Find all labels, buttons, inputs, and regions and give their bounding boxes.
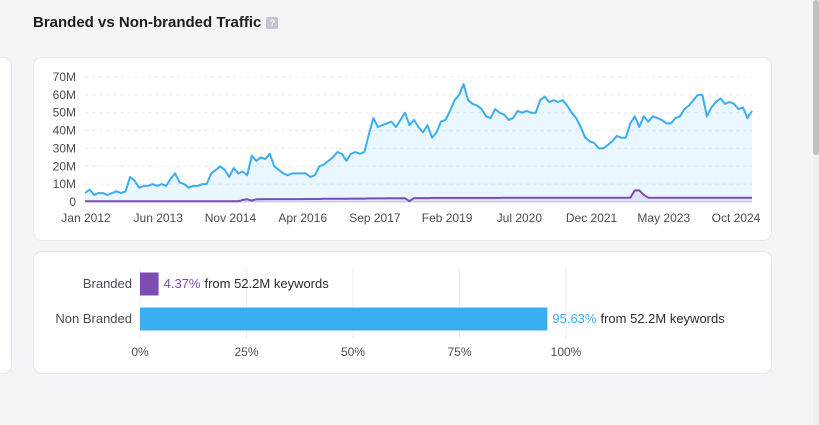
bar-suffix: from 52.2M keywords <box>600 311 725 326</box>
bar-value-label: 95.63% from 52.2M keywords <box>552 311 725 326</box>
x-tick-label: Jun 2013 <box>134 211 184 225</box>
y-tick-label: 50M <box>53 106 76 120</box>
branded-split-bar-chart-card: 0% 25% 50% 75% 100% Branded 4.37% from 52.2M ke… <box>34 252 771 373</box>
y-tick-label: 20M <box>53 159 76 173</box>
x-tick-label: Oct 2024 <box>712 211 761 225</box>
title-text: Branded vs Non-branded Traffic <box>33 14 262 31</box>
bar-value-label: 4.37% from 52.2M keywords <box>164 276 330 291</box>
left-card-edge <box>0 58 11 373</box>
non-branded-area <box>85 84 752 202</box>
x-tick-label: Nov 2014 <box>205 211 257 225</box>
bar-percent: 95.63% <box>552 311 597 326</box>
bar-suffix: from 52.2M keywords <box>204 276 329 291</box>
y-tick-label: 0 <box>69 195 76 209</box>
x-tick-label: 0% <box>131 345 149 359</box>
bar <box>140 272 159 296</box>
branded-line <box>85 189 752 203</box>
traffic-line-chart: 0 10M 20M 30M 40M 50M 60M 70M Jan 2012 Jun 2013 No… <box>53 70 761 225</box>
help-icon[interactable]: ? <box>266 16 279 29</box>
x-tick-label: 25% <box>234 345 258 359</box>
x-tick-label: Jan 2012 <box>61 211 111 225</box>
y-tick-label: 60M <box>53 88 76 102</box>
y-tick-label: 70M <box>53 70 76 84</box>
x-tick-label: Apr 2016 <box>278 211 327 225</box>
branded-area <box>85 190 752 202</box>
category-label: Branded <box>83 276 132 291</box>
section-title: Branded vs Non-branded Traffic ? <box>33 14 279 31</box>
y-tick-label: 30M <box>53 141 76 155</box>
non-branded-line <box>84 83 753 196</box>
x-tick-label: Dec 2021 <box>566 211 618 225</box>
x-tick-label: Jul 2020 <box>497 211 543 225</box>
y-tick-label: 40M <box>53 124 76 138</box>
scrollbar-track[interactable] <box>813 0 819 425</box>
traffic-line-chart-card: 0 10M 20M 30M 40M 50M 60M 70M Jan 2012 Jun 2013 No… <box>34 58 771 240</box>
bar-percent: 4.37% <box>164 276 201 291</box>
x-tick-label: Feb 2019 <box>422 211 473 225</box>
bar <box>140 307 548 331</box>
x-tick-label: Sep 2017 <box>349 211 401 225</box>
x-tick-label: 75% <box>447 345 471 359</box>
x-tick-label: May 2023 <box>637 211 690 225</box>
x-tick-label: 100% <box>551 345 582 359</box>
y-tick-label: 10M <box>53 177 76 191</box>
x-tick-label: 50% <box>341 345 365 359</box>
scrollbar-thumb[interactable] <box>813 0 819 155</box>
category-label: Non Branded <box>55 311 132 326</box>
branded-split-bar-chart: 0% 25% 50% 75% 100%Branded 4.37% from 52.2M ke… <box>55 268 725 359</box>
